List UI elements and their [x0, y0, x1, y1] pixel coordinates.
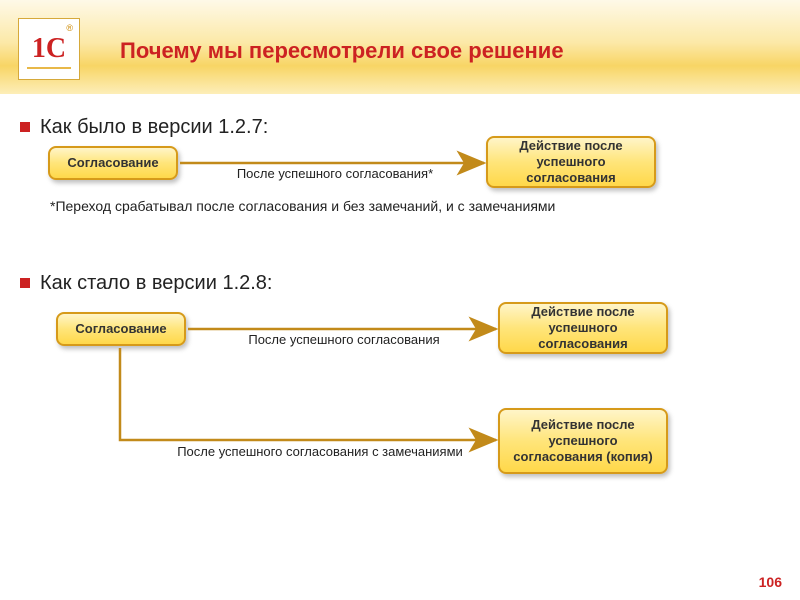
footnote-v127: *Переход срабатывал после согласования и… [50, 198, 555, 214]
page-number: 106 [759, 574, 782, 590]
node-action-success-v128: Действие после успешного согласования [498, 302, 668, 354]
bullet-icon [20, 122, 30, 132]
section2-heading: Как стало в версии 1.2.8: [20, 272, 272, 295]
section2-heading-text: Как стало в версии 1.2.8: [40, 272, 272, 295]
node-approval-v128: Согласование [56, 312, 186, 346]
arrow-label-remarks-v128: После успешного согласования с замечания… [150, 444, 490, 459]
logo-registered: ® [66, 23, 73, 33]
logo-text: 1C [32, 33, 66, 65]
slide-header: 1C ® Почему мы пересмотрели свое решение [0, 0, 800, 94]
node-action-copy-v128: Действие после успешного согласования (к… [498, 408, 668, 474]
bullet-icon [20, 278, 30, 288]
section1-heading: Как было в версии 1.2.7: [20, 116, 268, 139]
slide-title: Почему мы пересмотрели свое решение [120, 38, 564, 64]
arrow-label-v127: После успешного согласования* [200, 166, 470, 181]
node-approval-v127: Согласование [48, 146, 178, 180]
section1-heading-text: Как было в версии 1.2.7: [40, 116, 268, 139]
arrow-label-success-v128: После успешного согласования [214, 332, 474, 347]
slide-content: Как было в версии 1.2.7: Согласование Де… [0, 94, 800, 600]
logo-1c: 1C ® [18, 18, 80, 80]
node-action-v127: Действие после успешного согласования [486, 136, 656, 188]
